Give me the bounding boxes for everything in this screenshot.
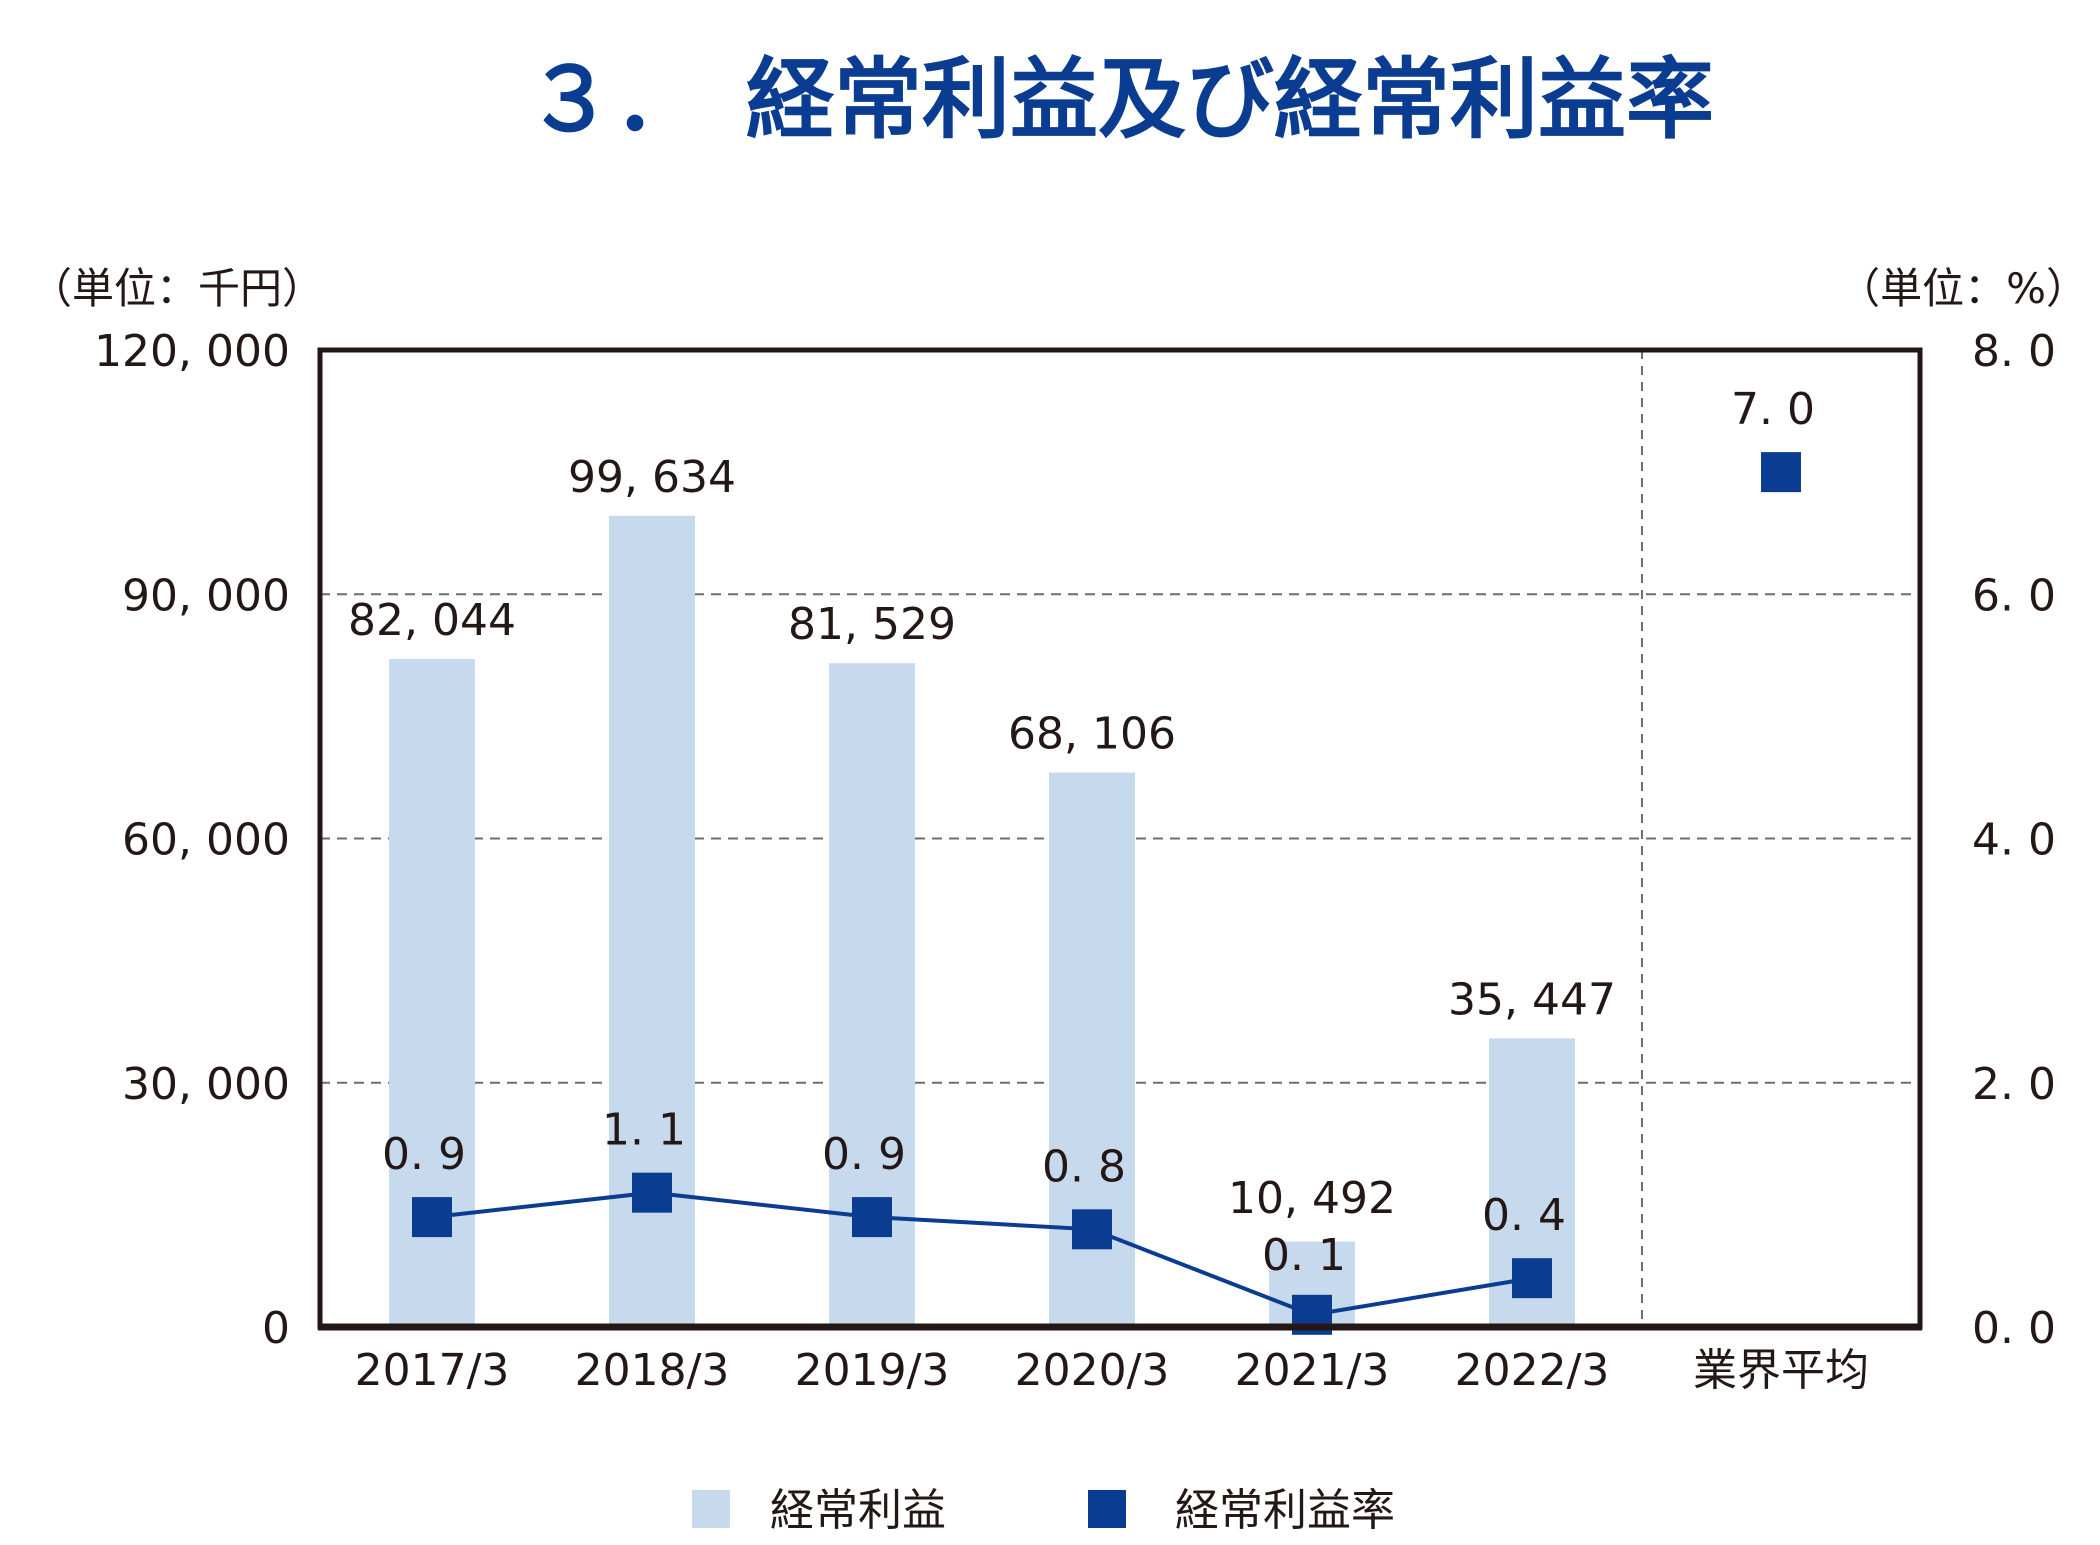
chart-title: ３． 経常利益及び経常利益率 bbox=[526, 48, 1714, 151]
category-label: 2022/3 bbox=[1455, 1345, 1610, 1396]
rate-value-label: 0. 4 bbox=[1482, 1190, 1566, 1241]
category-label: 2019/3 bbox=[795, 1345, 950, 1396]
rate-marker bbox=[412, 1197, 452, 1238]
rate-marker bbox=[852, 1197, 892, 1238]
right-tick-label: 2. 0 bbox=[1972, 1059, 2056, 1110]
legend: 経常利益 経常利益率 bbox=[692, 1485, 1395, 1536]
legend-swatch-bar bbox=[692, 1490, 730, 1528]
plot-frame bbox=[317, 347, 1923, 1331]
legend-label-bar: 経常利益 bbox=[770, 1485, 946, 1536]
left-axis-unit: （単位：千円） bbox=[30, 264, 324, 313]
rate-marker bbox=[1761, 452, 1801, 493]
rate-line-path bbox=[431, 1190, 1533, 1317]
category-label: 業界平均 bbox=[1693, 1345, 1869, 1396]
right-tick-label: 4. 0 bbox=[1972, 815, 2056, 866]
bars bbox=[389, 515, 1575, 1327]
data-labels: 82, 044 99, 634 81, 529 68, 106 10, 492 35, 4… bbox=[348, 384, 1815, 1281]
rate-value-label: 0. 1 bbox=[1262, 1230, 1346, 1281]
rate-value-label: 7. 0 bbox=[1731, 384, 1815, 435]
left-tick-label: 60, 000 bbox=[122, 815, 290, 866]
legend-swatch-line bbox=[1088, 1490, 1126, 1528]
rate-marker bbox=[1512, 1258, 1552, 1299]
category-label: 2020/3 bbox=[1015, 1345, 1170, 1396]
rate-value-label: 0. 9 bbox=[382, 1129, 466, 1180]
right-tick-label: 0. 0 bbox=[1972, 1303, 2056, 1354]
left-tick-label: 30, 000 bbox=[122, 1059, 290, 1110]
bar-value-label: 68, 106 bbox=[1008, 709, 1176, 760]
rate-value-label: 0. 9 bbox=[822, 1129, 906, 1180]
bar-value-label: 35, 447 bbox=[1448, 974, 1616, 1025]
rate-marker bbox=[1072, 1209, 1112, 1250]
category-label: 2021/3 bbox=[1235, 1345, 1390, 1396]
left-tick-label: 90, 000 bbox=[122, 570, 290, 621]
rate-line bbox=[412, 452, 1801, 1335]
bar-value-label: 10, 492 bbox=[1228, 1173, 1396, 1224]
rate-value-label: 1. 1 bbox=[602, 1105, 686, 1156]
right-axis-unit: （単位：%） bbox=[1838, 264, 2088, 313]
axes-labels: 0 30, 000 60, 000 90, 000 120, 000 0. 0 2. 0 4.… bbox=[94, 326, 2056, 1396]
bar-value-label: 81, 529 bbox=[788, 599, 956, 650]
legend-label-line: 経常利益率 bbox=[1175, 1485, 1395, 1536]
bar-value-label: 99, 634 bbox=[568, 452, 736, 503]
category-label: 2018/3 bbox=[575, 1345, 730, 1396]
rate-marker bbox=[632, 1172, 672, 1213]
bar-value-label: 82, 044 bbox=[348, 595, 516, 646]
rate-value-label: 0. 8 bbox=[1042, 1141, 1126, 1192]
left-tick-label: 120, 000 bbox=[94, 326, 290, 377]
right-tick-label: 8. 0 bbox=[1972, 326, 2056, 377]
category-label: 2017/3 bbox=[355, 1345, 510, 1396]
left-tick-label: 0 bbox=[262, 1303, 290, 1354]
right-tick-label: 6. 0 bbox=[1972, 570, 2056, 621]
